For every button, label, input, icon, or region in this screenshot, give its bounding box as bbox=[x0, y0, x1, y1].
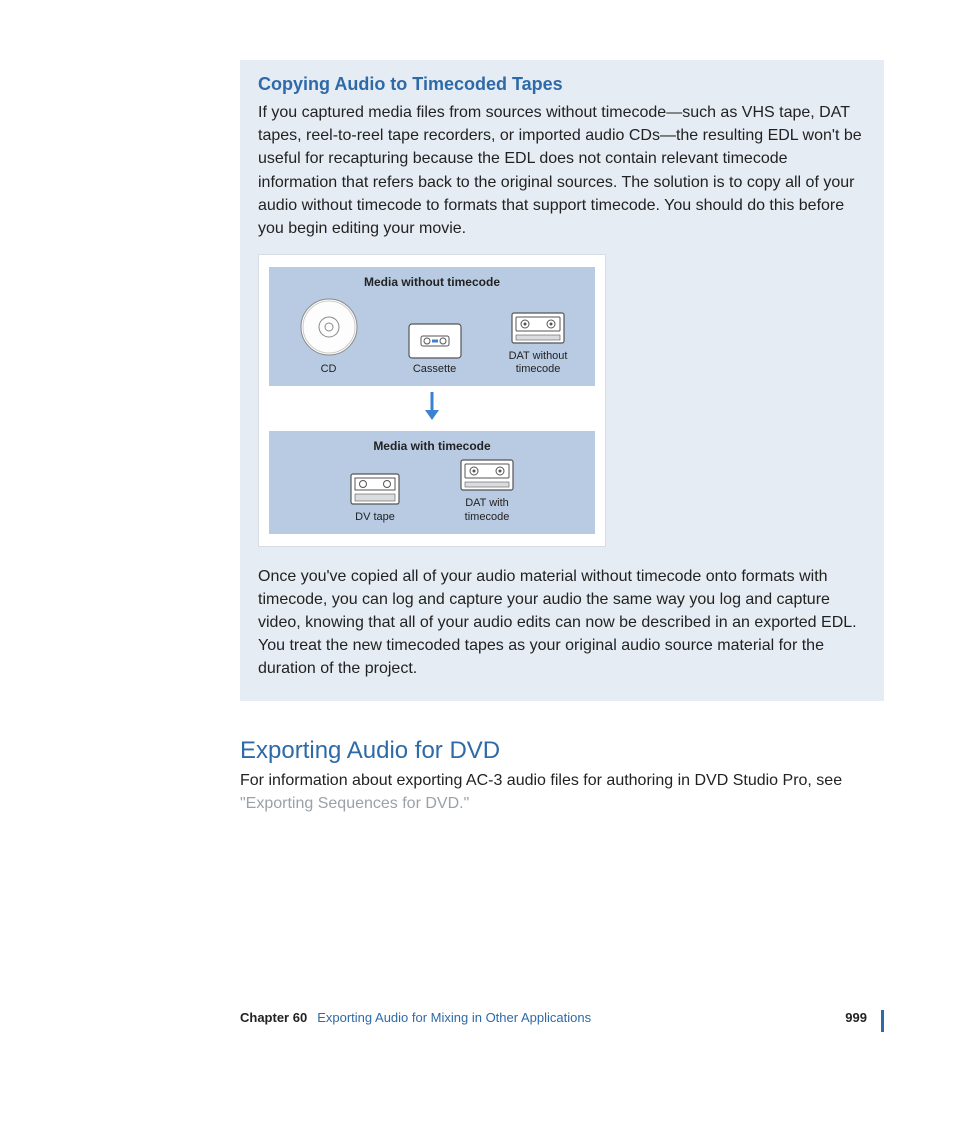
icon-cell-dat-no-tc: DAT without timecode bbox=[509, 312, 568, 376]
page-footer: Chapter 60 Exporting Audio for Mixing in… bbox=[240, 1010, 884, 1032]
icons-row-top: CD Cassette bbox=[277, 295, 587, 376]
callout-title: Copying Audio to Timecoded Tapes bbox=[258, 74, 866, 95]
callout-paragraph-2: Once you've copied all of your audio mat… bbox=[258, 565, 866, 681]
dat-tape-tc-icon bbox=[460, 459, 514, 493]
footer-chapter-label: Chapter 60 bbox=[240, 1010, 307, 1025]
cd-label: CD bbox=[321, 363, 337, 376]
diagram-panel-with-timecode: Media with timecode DV tape bbox=[269, 431, 595, 533]
footer-chapter-title: Exporting Audio for Mixing in Other Appl… bbox=[317, 1010, 835, 1025]
panel-title-1: Media without timecode bbox=[277, 275, 587, 289]
dat-no-tc-label: DAT without timecode bbox=[509, 350, 568, 376]
panel-title-2: Media with timecode bbox=[277, 439, 587, 453]
callout-box: Copying Audio to Timecoded Tapes If you … bbox=[240, 60, 884, 701]
icon-cell-cd: CD bbox=[297, 295, 361, 376]
dv-label: DV tape bbox=[355, 511, 395, 524]
cassette-label: Cassette bbox=[413, 363, 456, 376]
diagram-panel-without-timecode: Media without timecode CD bbox=[269, 267, 595, 386]
dv-tape-icon bbox=[350, 473, 400, 507]
icon-cell-cassette: Cassette bbox=[408, 323, 462, 376]
icons-row-bottom: DV tape DAT with timecode bbox=[277, 459, 587, 523]
cassette-icon bbox=[408, 323, 462, 359]
arrow-down-icon bbox=[422, 392, 442, 422]
section-body-text: For information about exporting AC-3 aud… bbox=[240, 772, 842, 789]
icon-cell-dat-tc: DAT with timecode bbox=[460, 459, 514, 523]
section-heading: Exporting Audio for DVD bbox=[240, 737, 884, 765]
callout-paragraph-1: If you captured media files from sources… bbox=[258, 101, 866, 240]
arrow-down bbox=[269, 386, 595, 431]
icon-cell-dv: DV tape bbox=[350, 473, 400, 524]
dat-tape-icon bbox=[511, 312, 565, 346]
cd-icon bbox=[297, 295, 361, 359]
diagram-frame: Media without timecode CD bbox=[258, 254, 606, 547]
footer-page-number: 999 bbox=[845, 1010, 867, 1025]
section-body: For information about exporting AC-3 aud… bbox=[240, 769, 884, 815]
dat-tc-label: DAT with timecode bbox=[465, 497, 510, 523]
cross-reference-link[interactable]: "Exporting Sequences for DVD." bbox=[240, 795, 469, 812]
page: Copying Audio to Timecoded Tapes If you … bbox=[0, 0, 954, 1080]
